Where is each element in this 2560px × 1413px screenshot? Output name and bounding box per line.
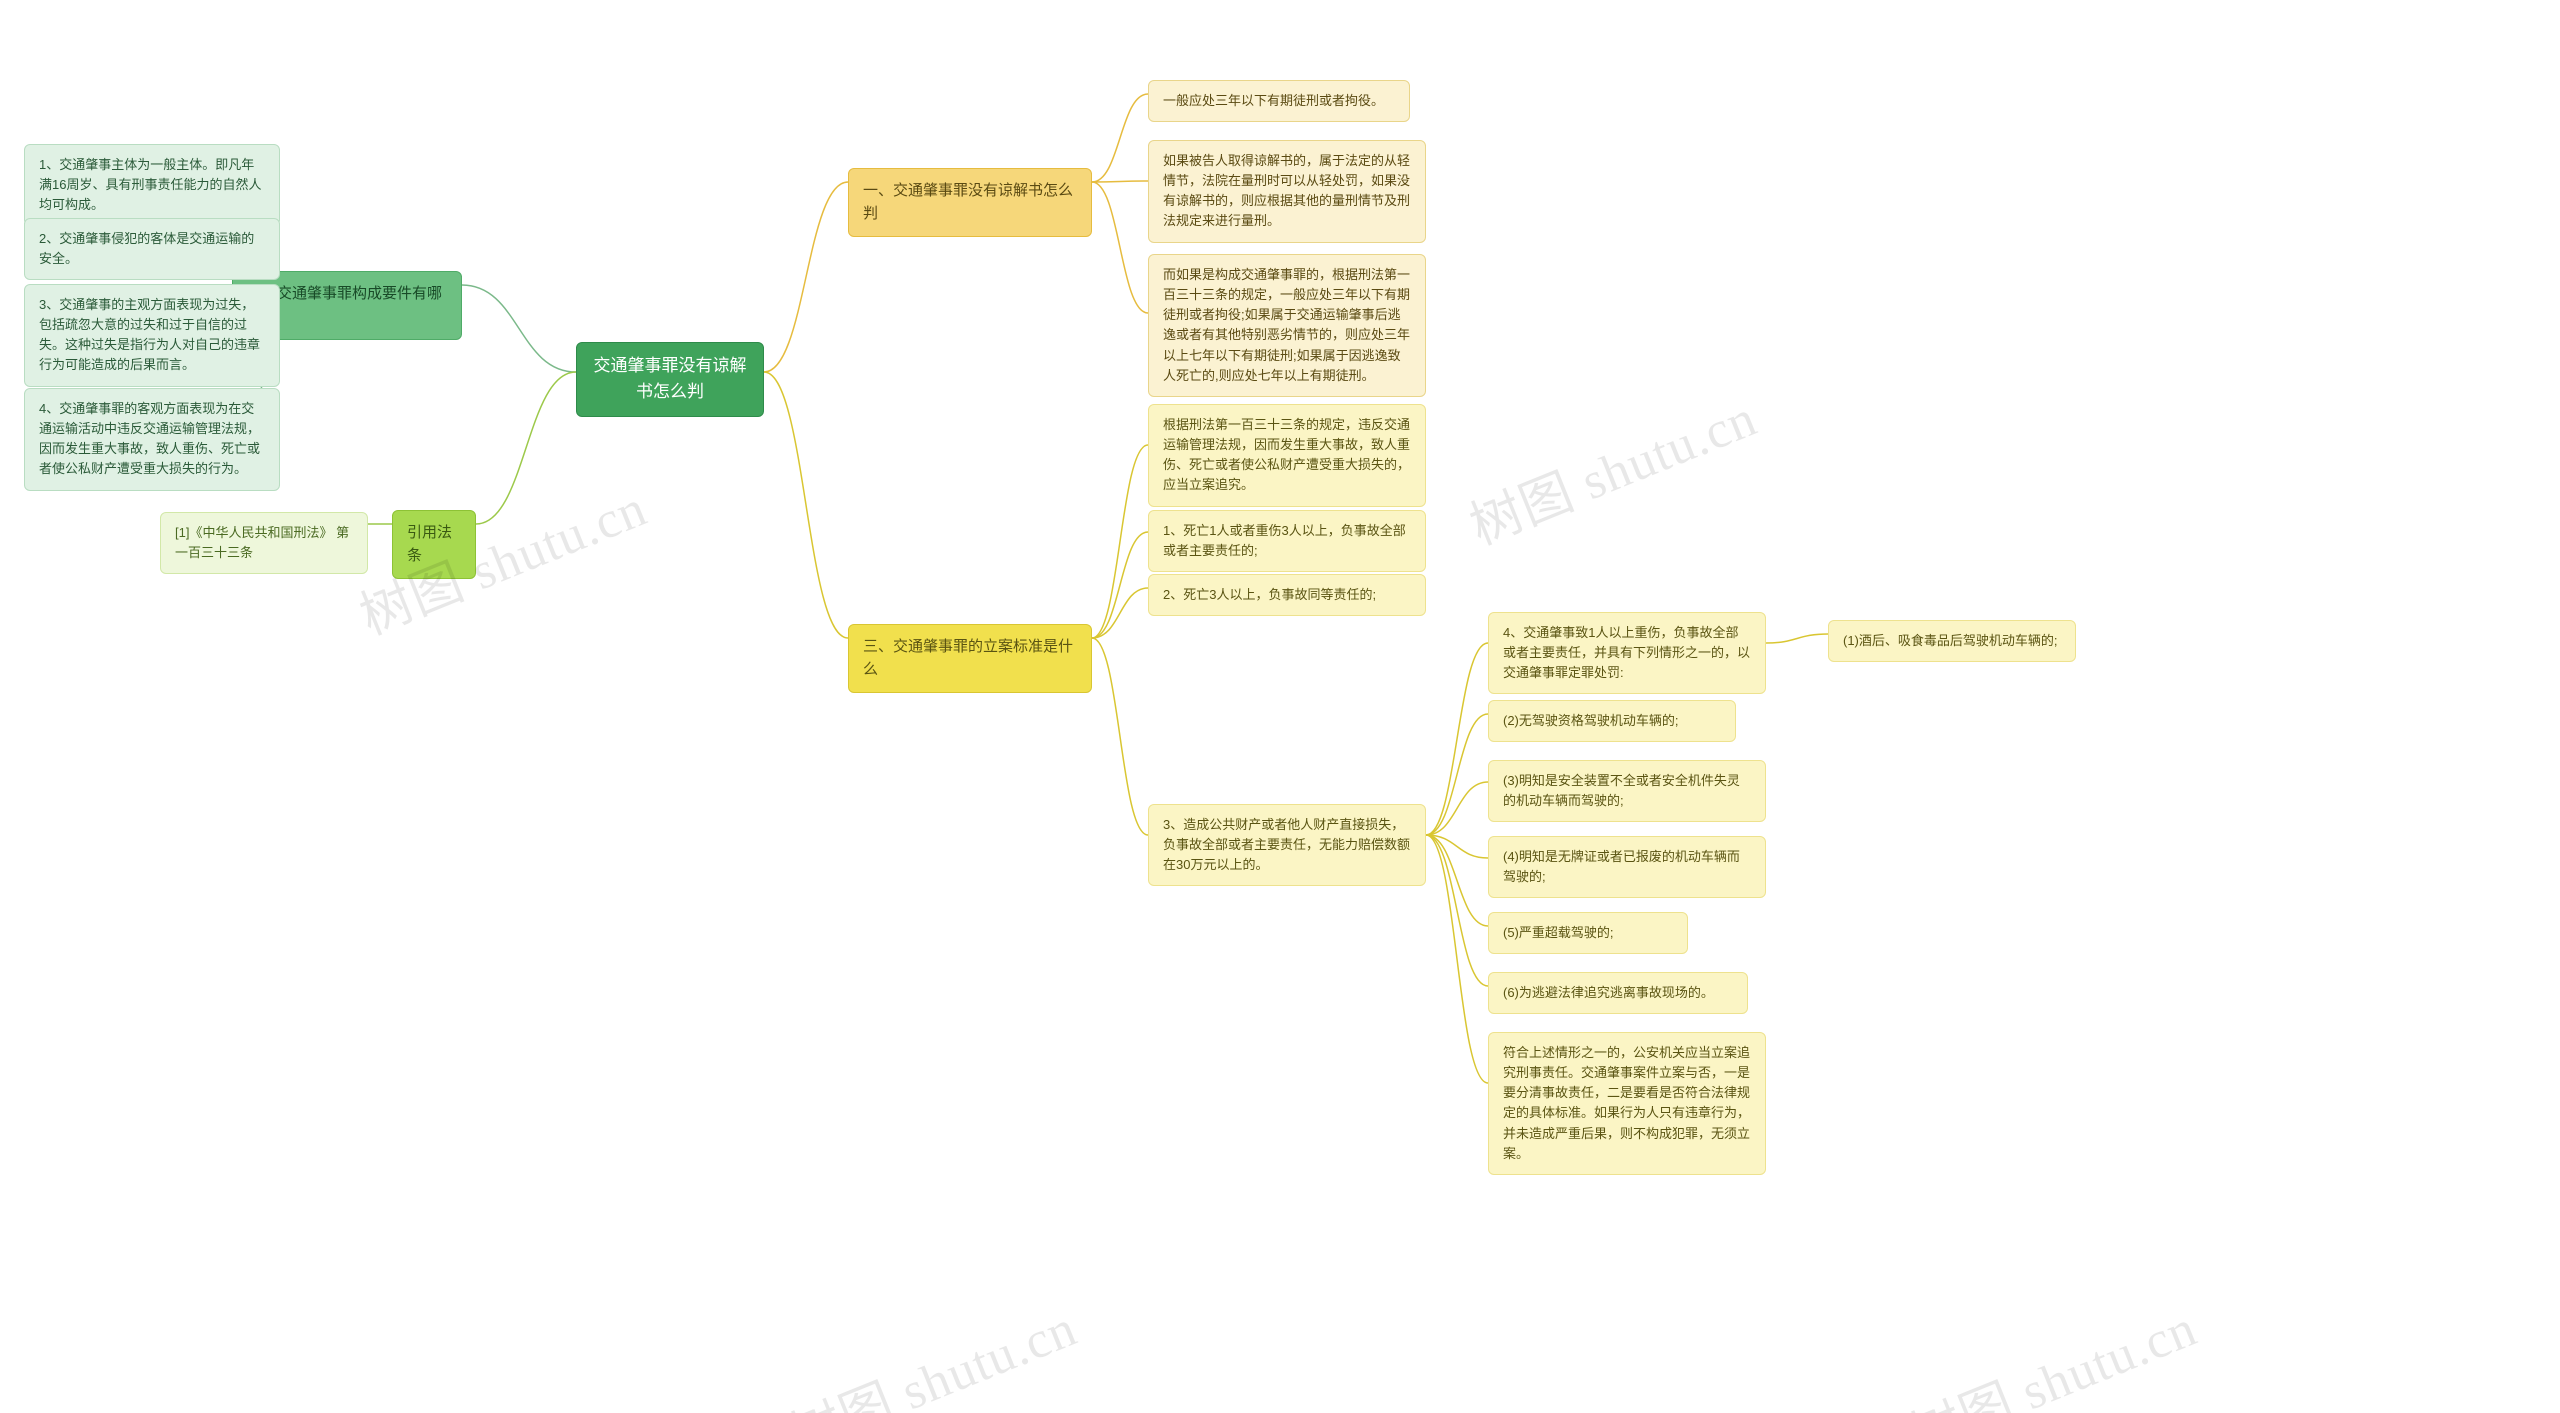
section-2-leaf-3: 4、交通肇事罪的客观方面表现为在交通运输活动中违反交通运输管理法规，因而发生重大…: [24, 388, 280, 491]
root-node: 交通肇事罪没有谅解书怎么判: [576, 342, 764, 417]
section-2-leaf-0: 1、交通肇事主体为一般主体。即凡年满16周岁、具有刑事责任能力的自然人均可构成。: [24, 144, 280, 226]
citation-title: 引用法条: [392, 510, 476, 579]
section-3-sub4-item-0: (1)酒后、吸食毒品后驾驶机动车辆的;: [1828, 620, 2076, 662]
watermark: 树图 shutu.cn: [1897, 1286, 2206, 1413]
section-2-leaf-2: 3、交通肇事的主观方面表现为过失，包括疏忽大意的过失和过于自信的过失。这种过失是…: [24, 284, 280, 387]
section-3-leaf-3: 3、造成公共财产或者他人财产直接损失，负事故全部或者主要责任，无能力赔偿数额在3…: [1148, 804, 1426, 886]
section-3-leaf-0: 根据刑法第一百三十三条的规定，违反交通运输管理法规，因而发生重大事故，致人重伤、…: [1148, 404, 1426, 507]
section-3-sub4-item-5: (6)为逃避法律追究逃离事故现场的。: [1488, 972, 1748, 1014]
section-3-sub4-item-3: (4)明知是无牌证或者已报废的机动车辆而驾驶的;: [1488, 836, 1766, 898]
watermark: 树图 shutu.cn: [1457, 376, 1766, 559]
section-1-leaf-0: 一般应处三年以下有期徒刑或者拘役。: [1148, 80, 1410, 122]
section-3-sub4-intro: 4、交通肇事致1人以上重伤，负事故全部或者主要责任，并具有下列情形之一的，以交通…: [1488, 612, 1766, 694]
section-1-leaf-1: 如果被告人取得谅解书的，属于法定的从轻情节，法院在量刑时可以从轻处罚，如果没有谅…: [1148, 140, 1426, 243]
section-3-sub4-item-2: (3)明知是安全装置不全或者安全机件失灵的机动车辆而驾驶的;: [1488, 760, 1766, 822]
watermark: 树图 shutu.cn: [777, 1286, 1086, 1413]
section-3-title: 三、交通肇事罪的立案标准是什么: [848, 624, 1092, 693]
citation-leaf-0: [1]《中华人民共和国刑法》 第一百三十三条: [160, 512, 368, 574]
section-1-title: 一、交通肇事罪没有谅解书怎么判: [848, 168, 1092, 237]
section-3-sub4-item-4: (5)严重超载驾驶的;: [1488, 912, 1688, 954]
section-3-sub4-item-1: (2)无驾驶资格驾驶机动车辆的;: [1488, 700, 1736, 742]
section-3-sub4-item-6: 符合上述情形之一的，公安机关应当立案追究刑事责任。交通肇事案件立案与否，一是要分…: [1488, 1032, 1766, 1175]
section-1-leaf-2: 而如果是构成交通肇事罪的，根据刑法第一百三十三条的规定，一般应处三年以下有期徒刑…: [1148, 254, 1426, 397]
section-2-leaf-1: 2、交通肇事侵犯的客体是交通运输的安全。: [24, 218, 280, 280]
section-3-leaf-2: 2、死亡3人以上，负事故同等责任的;: [1148, 574, 1426, 616]
section-3-leaf-1: 1、死亡1人或者重伤3人以上，负事故全部或者主要责任的;: [1148, 510, 1426, 572]
